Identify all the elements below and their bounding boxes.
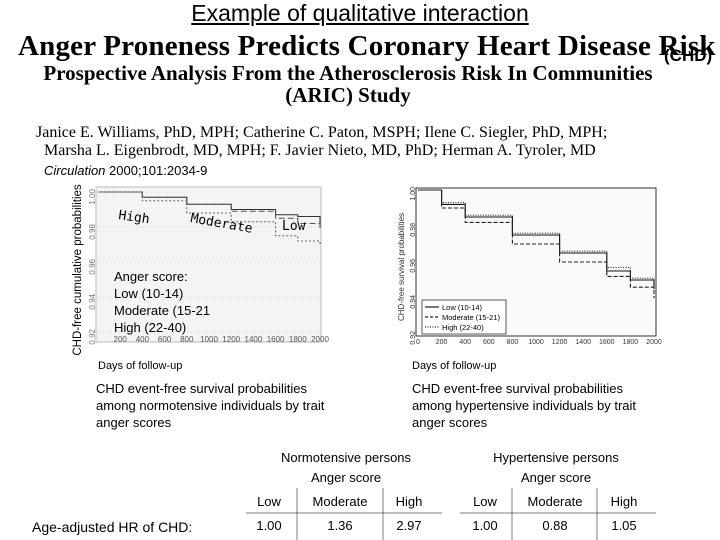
left-plot-y-axis-label: CHD-free cumulative probabilities [72, 184, 84, 356]
chd-abbreviation: (CHD) [664, 46, 713, 65]
right-x-tick-label: 800 [507, 339, 519, 346]
normo-col-low: Low [257, 494, 281, 509]
left-x-tick-label: 1000 [200, 335, 218, 344]
hyper-col-low: Low [473, 494, 497, 509]
right-plot-y-axis-label: CHD-free survival probabilities [397, 213, 406, 321]
paper-subtitle: Prospective Analysis From the Atheroscle… [18, 62, 678, 106]
right-y-tick-label: 0.92 [410, 331, 417, 345]
left-y-tick-label: 0.96 [88, 258, 97, 274]
right-x-tick-label: 1000 [528, 339, 544, 346]
right-x-tick-label: 600 [483, 339, 495, 346]
normo-col-moderate: Moderate [312, 494, 368, 509]
left-x-tick-label: 1800 [289, 335, 307, 344]
normo-col-high: High [395, 494, 423, 509]
left-y-tick-label: 1.00 [88, 188, 97, 204]
right-x-tick-label: 2000 [646, 339, 662, 346]
journal-name: Circulation [44, 163, 106, 178]
left-y-tick-label: 0.92 [88, 328, 97, 344]
normotensive-subheader: Anger score [310, 470, 382, 485]
left-x-tick-label: 1200 [222, 335, 240, 344]
hypertensive-subheader: Anger score [520, 470, 592, 485]
right-x-tick-label: 400 [459, 339, 471, 346]
left-caption-line3: anger scores [96, 415, 172, 430]
left-label-high: High [117, 208, 150, 227]
paper-subtitle-line1: Prospective Analysis From the Atheroscle… [43, 61, 653, 85]
left-x-tick-label: 1400 [245, 335, 263, 344]
left-x-tick-label: 600 [158, 335, 172, 344]
hyper-col-high: High [610, 494, 638, 509]
paper-authors: Janice E. Williams, PhD, MPH; Catherine … [36, 124, 607, 160]
legend-low: Low (10-14) [114, 286, 184, 301]
hyper-hr-moderate: 0.88 [542, 518, 568, 533]
authors-line2: Marsha L. Eigenbrodt, MD, MPH; F. Javier… [44, 142, 596, 159]
right-y-tick-label: 0.96 [410, 259, 417, 273]
right-legend-low: Low (10-14) [442, 303, 483, 312]
hypertensive-group-name: Hypertensive persons [493, 450, 619, 465]
citation: Circulation 2000;101:2034-9 [44, 163, 207, 178]
right-caption-line3: anger scores [412, 415, 488, 430]
right-legend-high: High (22-40) [442, 323, 484, 332]
right-x-tick-label: 1800 [623, 339, 639, 346]
right-y-tick-label: 0.94 [410, 295, 417, 309]
normo-hr-moderate: 1.36 [327, 518, 353, 533]
right-plot-series [418, 189, 655, 298]
paper-title: Anger Proneness Predicts Coronary Heart … [18, 30, 716, 62]
legend-title: Anger score: [114, 269, 188, 284]
hr-row-label: Age-adjusted HR of CHD: [32, 519, 193, 535]
right-x-tick-label: 1200 [552, 339, 568, 346]
left-plot-x-ticks: 200 400 600 800 1000 1200 1400 1600 1800 2000 [114, 335, 330, 344]
left-x-tick-label: 800 [180, 335, 194, 344]
normotensive-group-name: Normotensive persons [280, 450, 412, 465]
left-x-tick-label: 1600 [267, 335, 285, 344]
right-caption-line1: CHD event-free survival probabilities [412, 381, 623, 396]
left-y-tick-label: 0.98 [88, 223, 97, 239]
hypertensive-header: Hypertensive persons Anger score [456, 448, 656, 488]
hyper-hr-low: 1.00 [472, 518, 498, 533]
right-legend-moderate: Moderate (15-21) [442, 313, 500, 322]
left-caption-line2: among normotensive individuals by trait [96, 398, 325, 413]
right-plot-caption: CHD event-free survival probabilities am… [412, 380, 636, 431]
right-y-tick-label: 0.98 [410, 223, 417, 237]
right-plot-x-ticks: 0 200 400 600 800 1000 1200 1400 1600 1800 2000 [416, 339, 662, 346]
left-label-low: Low [282, 219, 306, 234]
left-y-tick-label: 0.94 [88, 293, 97, 309]
normo-hr-high: 2.97 [396, 518, 422, 533]
right-caption-line2: among hypertensive individuals by trait [412, 398, 637, 413]
left-x-tick-label: 400 [136, 335, 150, 344]
normotensive-header: Normotensive persons Anger score [246, 448, 446, 488]
left-plot-legend: Anger score: Low (10-14) Moderate (15-21… [114, 268, 210, 336]
legend-high: High (22-40) [114, 320, 187, 335]
right-x-tick-label: 200 [436, 339, 448, 346]
hr-table-rules [246, 488, 656, 540]
right-x-tick-label: 0 [416, 339, 420, 346]
left-x-tick-label: 200 [114, 335, 128, 344]
right-series-line-1 [418, 189, 655, 289]
authors-line1: Janice E. Williams, PhD, MPH; Catherine … [36, 124, 608, 141]
left-plot-x-label: Days of follow-up [98, 360, 183, 372]
left-series-line-3 [98, 191, 321, 245]
hyper-hr-high: 1.05 [611, 518, 637, 533]
left-caption-line1: CHD event-free survival probabilities [96, 381, 307, 396]
hyper-col-moderate: Moderate [527, 494, 583, 509]
slide-title: Example of qualitative interaction [191, 0, 529, 26]
right-plot-y-ticks: 1.00 0.98 0.96 0.94 0.92 [410, 187, 417, 345]
right-y-tick-label: 1.00 [410, 187, 417, 201]
right-x-tick-label: 1600 [599, 339, 615, 346]
left-survival-plot: 1.00 0.98 0.96 0.94 0.92 200 400 600 800 1000 120… [88, 186, 330, 345]
normo-hr-low: 1.00 [256, 518, 282, 533]
citation-details: 2000;101:2034-9 [109, 163, 208, 178]
paper-subtitle-line2: (ARIC) Study [285, 83, 411, 107]
right-survival-plot: CHD-free survival probabilities 1.00 0.98… [397, 187, 662, 346]
right-plot-x-label: Days of follow-up [412, 360, 497, 372]
left-plot-caption: CHD event-free survival probabilities am… [96, 380, 324, 431]
right-x-tick-label: 1400 [575, 339, 591, 346]
left-x-tick-label: 2000 [311, 335, 329, 344]
legend-moderate: Moderate (15-21 [114, 303, 211, 318]
left-plot-series [98, 191, 321, 245]
left-plot-y-ticks: 1.00 0.98 0.96 0.94 0.92 [88, 188, 97, 344]
left-plot-frame [95, 186, 322, 343]
